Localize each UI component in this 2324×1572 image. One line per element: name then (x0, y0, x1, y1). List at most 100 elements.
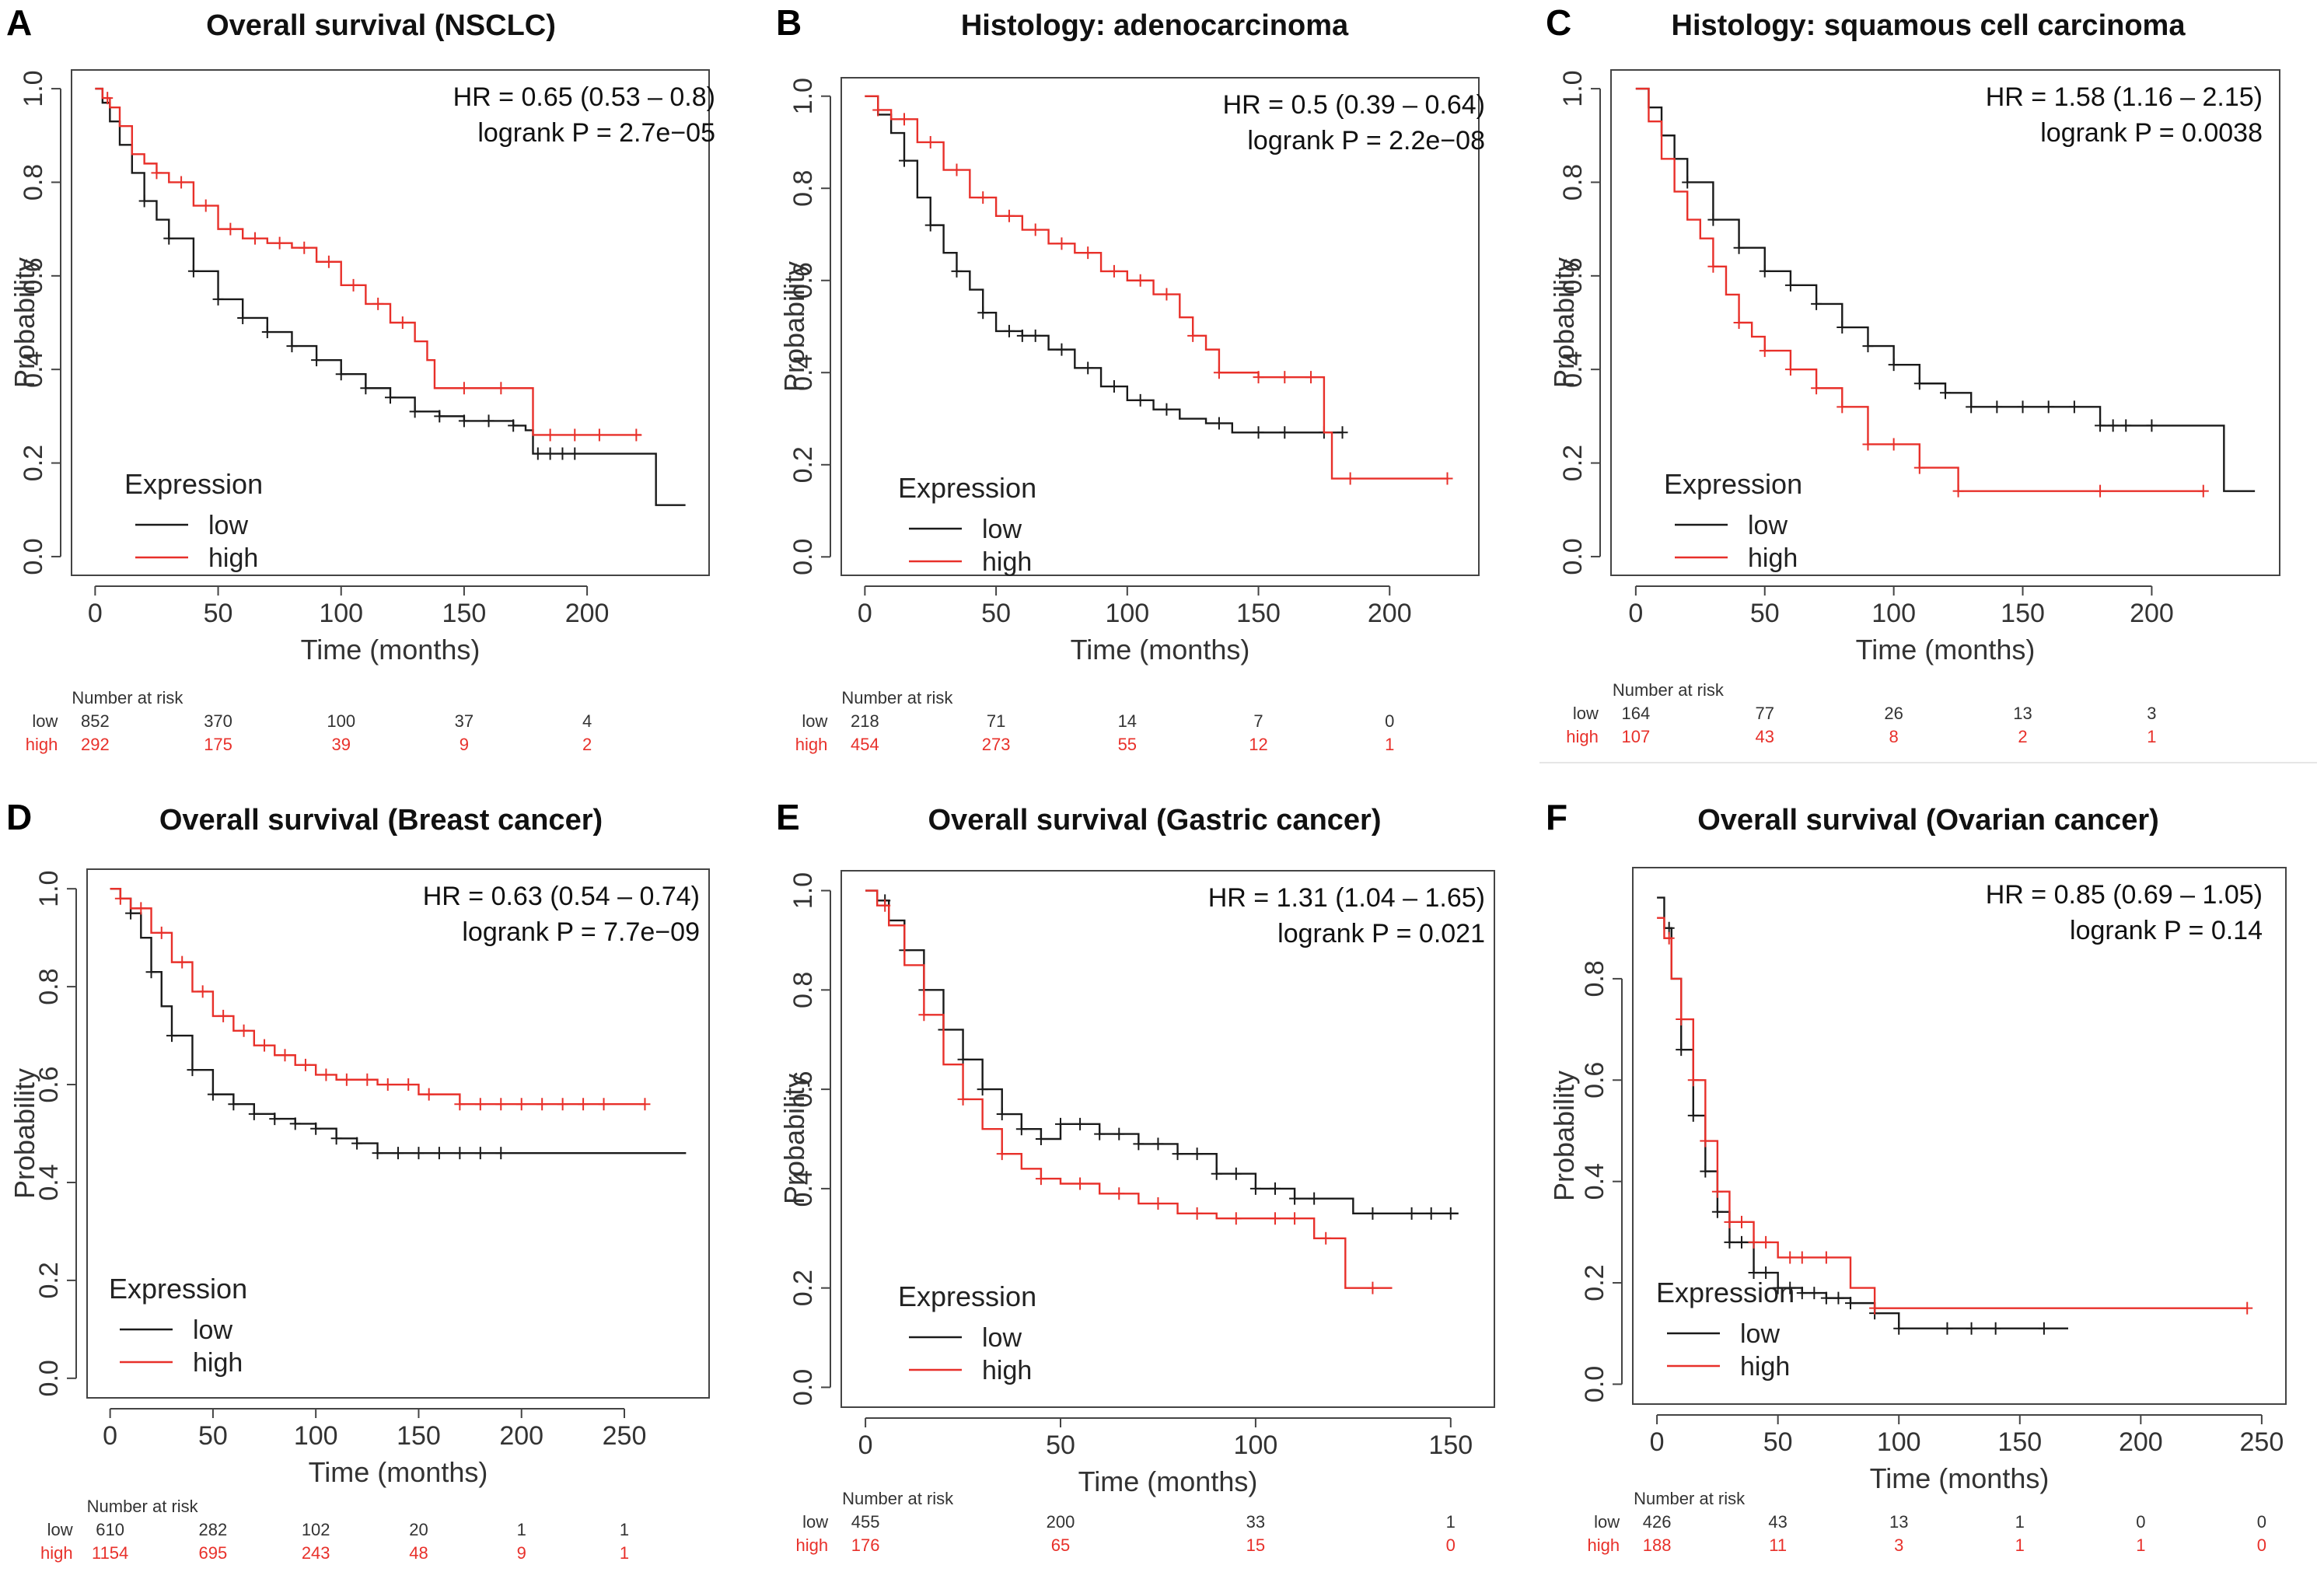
censor-mark-low (2120, 419, 2132, 432)
panel-letter: B (776, 2, 802, 43)
censor-mark-low (187, 264, 199, 278)
censor-mark-high (1253, 371, 1264, 384)
censor-mark-high (557, 1098, 568, 1111)
censor-mark-low (458, 414, 470, 428)
censor-mark-low (2095, 419, 2106, 432)
risk-count-low: 71 (987, 711, 1005, 731)
y-tick-label: 0.6 (788, 1071, 818, 1107)
x-tick-label: 150 (1428, 1431, 1473, 1460)
censor-mark-low (261, 326, 273, 339)
censor-mark-low (1811, 297, 1823, 310)
censor-mark-low (335, 368, 347, 381)
risk-count-high: 9 (517, 1543, 526, 1563)
y-tick-label: 0.6 (19, 257, 48, 294)
legend-label-high: high (982, 1356, 1032, 1385)
x-tick-label: 150 (2001, 599, 2045, 628)
censor-mark-low (1029, 329, 1041, 342)
legend-label-low: low (982, 1323, 1022, 1353)
y-axis-label: Probability (778, 1074, 810, 1204)
panel-letter: C (1546, 2, 1572, 43)
censor-mark-high (274, 236, 285, 250)
risk-count-high: 9 (460, 735, 469, 754)
censor-mark-low (166, 1029, 177, 1043)
risk-count-high: 15 (1246, 1535, 1265, 1555)
risk-count-high: 243 (302, 1543, 330, 1563)
x-axis-label: Time (months) (301, 634, 481, 665)
y-tick-label: 0.2 (19, 445, 48, 481)
censor-mark-high (176, 176, 187, 189)
y-axis-label: Probability (1548, 257, 1580, 388)
censor-mark-low (1172, 1148, 1183, 1161)
km-chart-svg: 0 50 100 150 200 Time (months) 0.0 0.2 0.4 0.6 0.8… (9, 69, 715, 754)
censor-mark-low (1211, 1167, 1222, 1180)
censor-mark-high (1913, 461, 1925, 474)
censor-mark-high (918, 1008, 930, 1022)
censor-mark-high (495, 1098, 507, 1111)
chart-title: Histology: adenocarcinoma (960, 9, 1349, 42)
censor-mark-high (454, 1098, 466, 1111)
censor-mark-high (474, 1098, 486, 1111)
panel-separator (1539, 762, 2317, 763)
risk-count-low: 852 (81, 711, 110, 731)
censor-mark-low (1700, 1165, 1711, 1178)
censor-mark-low (1966, 400, 1977, 414)
x-axis-label: Time (months) (1856, 634, 2036, 665)
censor-mark-low (1736, 1235, 1747, 1249)
panel-c: C Histology: squamous cell carcinoma 0 50 10… (1539, 0, 2317, 770)
censor-mark-low (1711, 1205, 1723, 1218)
legend-label-low: low (208, 511, 248, 540)
censor-mark-low (289, 1117, 301, 1130)
logrank-p-text: logrank P = 0.14 (2070, 916, 2263, 945)
censor-mark-high (320, 1068, 332, 1081)
censor-mark-low (2068, 400, 2080, 414)
y-tick-label: 0.2 (788, 1270, 818, 1306)
risk-count-high: 43 (1756, 727, 1774, 746)
risk-count-low: 164 (1621, 704, 1650, 723)
risk-count-high: 695 (199, 1543, 228, 1563)
censor-mark-high (218, 1009, 229, 1022)
risk-table-title: Number at risk (72, 688, 183, 707)
censor-mark-low (138, 194, 150, 208)
chart-title: Histology: squamous cell carcinoma (1671, 9, 2186, 42)
legend-title: Expression (124, 468, 263, 500)
risk-count-high: 12 (1249, 735, 1267, 754)
censor-mark-low (557, 447, 568, 460)
censor-mark-high (1707, 260, 1719, 273)
censor-mark-high (951, 163, 963, 176)
censor-mark-high (1952, 484, 1964, 498)
censor-mark-high (403, 1078, 414, 1092)
censor-mark-high (1320, 1231, 1332, 1245)
censor-mark-low (1134, 393, 1146, 407)
y-tick-label: 0.8 (788, 972, 818, 1008)
censor-mark-low (1035, 1133, 1047, 1145)
censor-mark-high (1152, 1197, 1164, 1210)
censor-mark-high (1733, 316, 1745, 329)
risk-count-low: 0 (1385, 711, 1394, 731)
censor-mark-low (454, 1147, 466, 1160)
censor-mark-low (1809, 1287, 1820, 1300)
x-tick-label: 100 (1877, 1427, 1921, 1457)
censor-mark-high (299, 241, 310, 254)
censor-mark-high (515, 1098, 527, 1111)
risk-table-title: Number at risk (87, 1497, 199, 1516)
risk-count-low: 33 (1246, 1512, 1265, 1532)
y-tick-label: 1.0 (19, 70, 48, 107)
censor-mark-low (1966, 1322, 1977, 1335)
risk-count-low: 13 (2013, 704, 2032, 723)
censor-mark-high (1082, 246, 1094, 260)
y-tick-label: 0.6 (788, 262, 818, 299)
censor-mark-high (1700, 1134, 1711, 1148)
censor-mark-low (1772, 1281, 1784, 1294)
y-tick-label: 0.8 (19, 164, 48, 201)
risk-count-high: 176 (851, 1535, 880, 1555)
legend-label-high: high (193, 1348, 243, 1378)
censor-mark-low (1213, 417, 1225, 430)
hazard-ratio-text: HR = 1.31 (1.04 – 1.65) (1208, 883, 1485, 913)
y-tick-label: 0.8 (788, 170, 818, 207)
risk-count-high: 454 (851, 735, 879, 754)
km-curve-high (1635, 87, 2203, 492)
censor-mark-low (1836, 321, 1848, 334)
legend-label-low: low (1748, 511, 1788, 540)
x-tick-label: 50 (1046, 1431, 1075, 1460)
x-tick-label: 200 (499, 1421, 543, 1451)
